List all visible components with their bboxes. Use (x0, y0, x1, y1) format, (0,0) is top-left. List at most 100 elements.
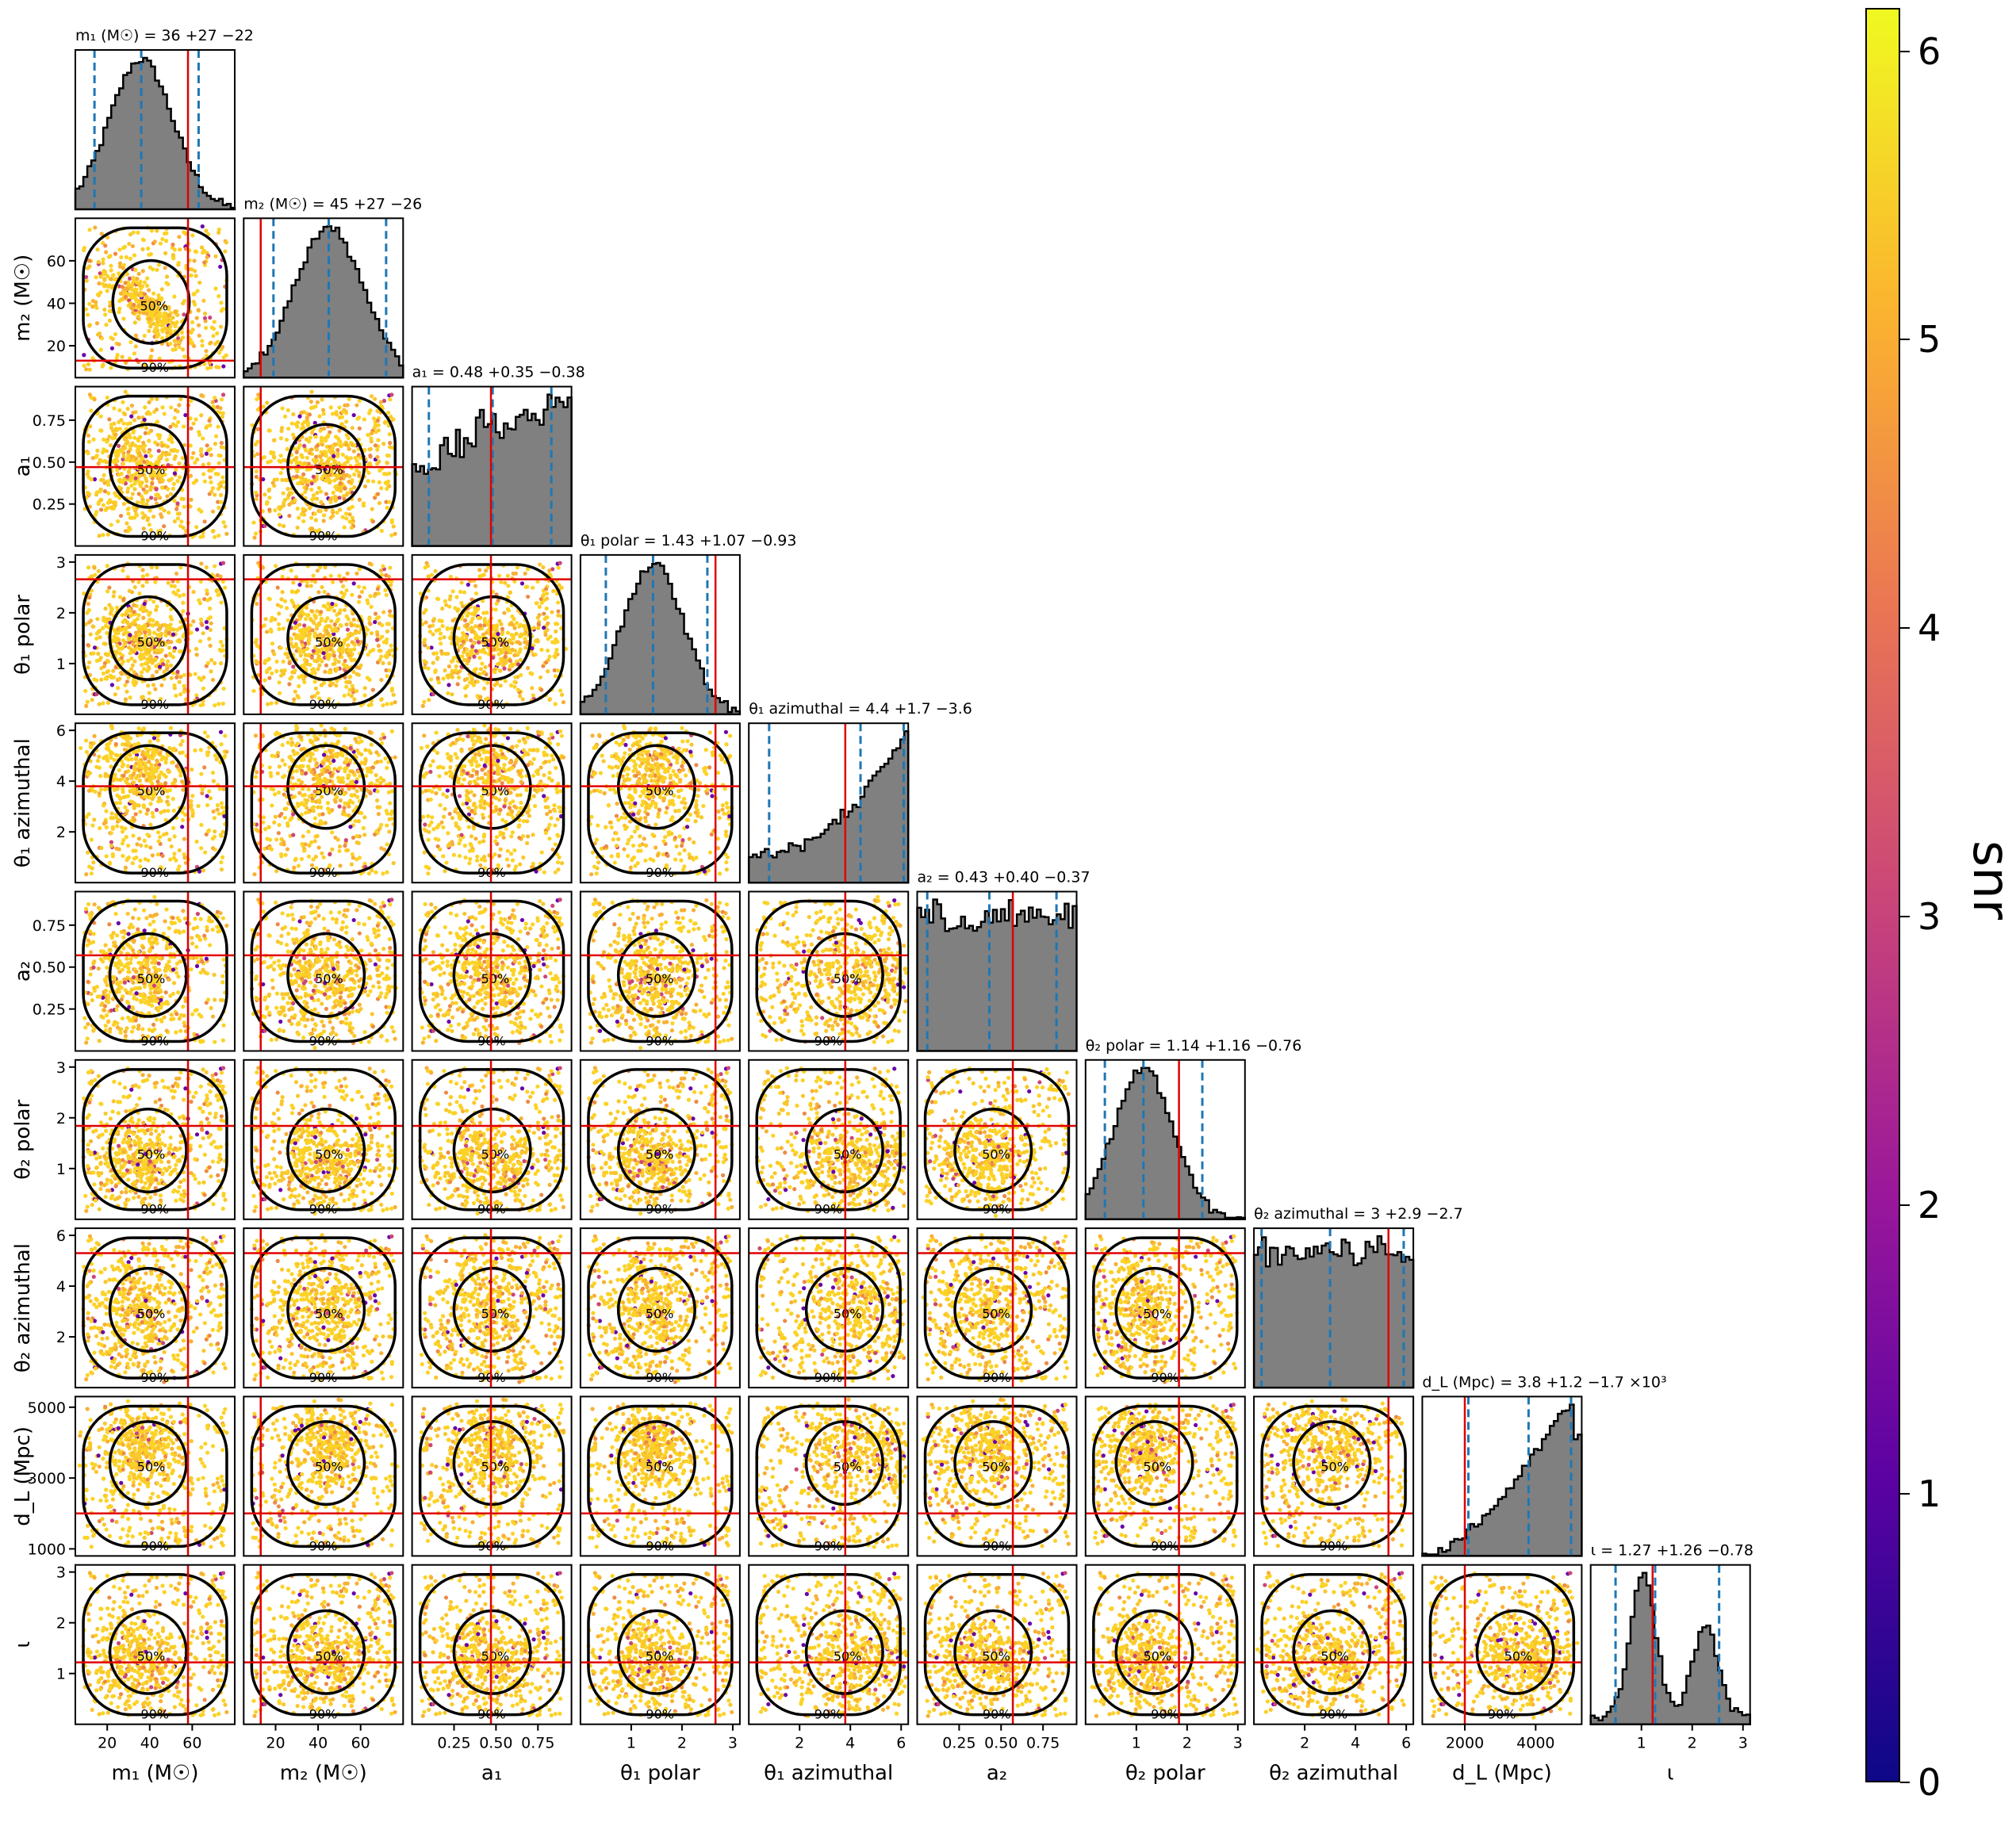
sample-point (171, 627, 176, 632)
sample-point (291, 412, 296, 417)
sample-point (193, 748, 197, 753)
sample-point (542, 626, 546, 630)
sample-point (305, 423, 310, 427)
sample-point (117, 676, 122, 681)
sample-point (128, 496, 134, 501)
sample-point (481, 670, 486, 676)
sample-point (86, 601, 91, 607)
title-m1: m₁ (M☉) = 36 +27 −22 (75, 27, 254, 44)
sample-point (105, 235, 110, 240)
sample-point (123, 865, 128, 870)
sample-point (117, 284, 121, 289)
sample-point (172, 779, 178, 784)
sample-point (137, 763, 142, 768)
sample-point (393, 755, 397, 760)
sample-point (274, 668, 279, 674)
sample-point (128, 752, 132, 757)
sample-point (115, 458, 120, 464)
sample-point (299, 410, 304, 415)
sample-point (144, 426, 149, 431)
sample-point (378, 468, 382, 473)
sample-point (293, 689, 297, 694)
sample-point (188, 443, 193, 448)
sample-point (180, 817, 186, 822)
sample-point (194, 839, 199, 844)
sample-point (367, 411, 372, 415)
sample-point (189, 426, 194, 431)
y-axis-label-t1a: θ₁ azimuthal (11, 738, 35, 867)
sample-point (456, 675, 462, 680)
sample-point (190, 455, 194, 460)
sample-point (308, 632, 312, 637)
sample-point (177, 594, 182, 599)
sample-point (319, 435, 324, 440)
sample-point (358, 455, 363, 460)
sample-point (194, 478, 199, 483)
sample-point (154, 669, 159, 674)
sample-point (270, 671, 274, 676)
sample-point (371, 416, 377, 421)
sample-point (132, 584, 137, 590)
sample-point (144, 844, 149, 848)
sample-point (168, 653, 173, 657)
sample-point (322, 589, 327, 595)
sample-point (319, 500, 324, 504)
sample-point (183, 412, 188, 418)
sample-point (501, 659, 506, 664)
sample-point (140, 568, 145, 572)
sample-point (167, 313, 172, 318)
sample-point (374, 870, 378, 875)
sample-point (148, 611, 152, 615)
sample-point (389, 686, 395, 691)
sample-point (136, 836, 141, 841)
sample-point (190, 320, 195, 324)
sample-point (308, 662, 312, 668)
sample-point (381, 564, 385, 568)
sample-point (140, 656, 146, 660)
sample-point (120, 354, 125, 359)
sample-point (121, 297, 125, 301)
sample-point (180, 347, 186, 352)
sample-point (125, 739, 130, 744)
sample-point (126, 511, 131, 516)
sample-point (87, 367, 92, 372)
sample-point (141, 440, 146, 445)
sample-point (91, 860, 96, 865)
sample-point (362, 484, 368, 489)
sample-point (133, 756, 139, 760)
sample-point (141, 311, 146, 316)
sample-point (164, 831, 169, 836)
sample-point (142, 363, 147, 368)
sample-point (435, 676, 440, 680)
sample-point (219, 801, 224, 806)
sample-point (385, 823, 389, 828)
sample-point (305, 415, 309, 420)
panel-t1a-m2: 50%90% (243, 722, 404, 884)
sample-point (214, 757, 219, 762)
sample-point (385, 629, 390, 634)
sample-point (427, 624, 432, 629)
sample-point (286, 655, 290, 660)
sample-point (168, 341, 173, 346)
sample-point (151, 814, 155, 819)
sample-point (83, 738, 89, 743)
sample-point (389, 392, 394, 397)
sample-point (111, 506, 117, 511)
sample-point (95, 617, 100, 622)
sample-point (519, 581, 525, 586)
sample-point (265, 400, 270, 405)
sample-point (209, 621, 213, 626)
sample-point (189, 805, 194, 810)
sample-point (347, 474, 352, 479)
sample-point (148, 324, 153, 329)
sample-point (291, 833, 296, 837)
sample-point (289, 460, 293, 465)
sample-point (450, 675, 455, 679)
sample-point (146, 664, 151, 669)
sample-point (437, 627, 442, 632)
sample-point (141, 805, 147, 810)
sample-point (121, 454, 126, 459)
sample-point (119, 255, 124, 260)
sample-point (276, 622, 282, 626)
sample-point (334, 683, 339, 688)
